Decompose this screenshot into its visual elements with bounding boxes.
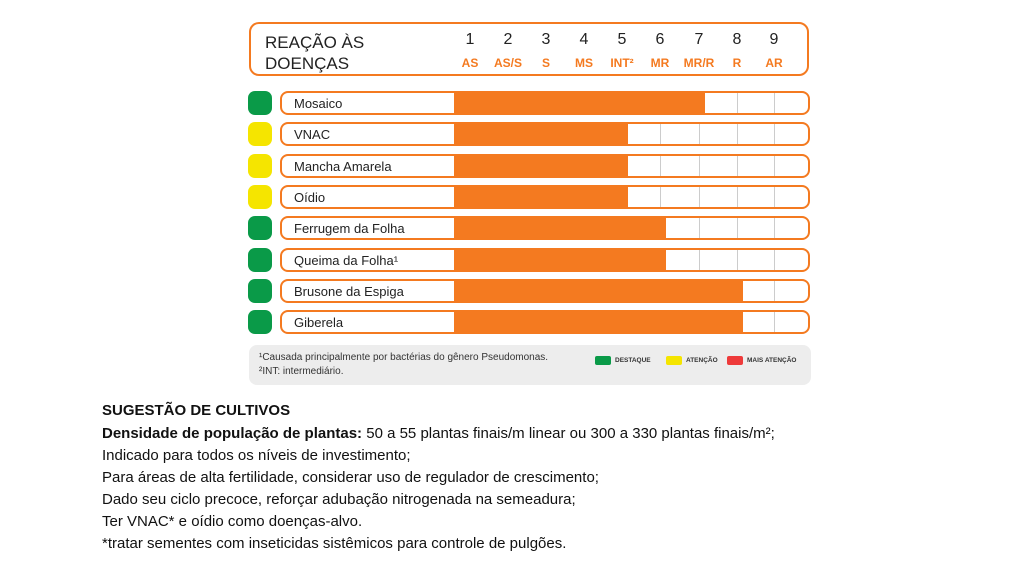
legend-swatch-destaque bbox=[595, 356, 611, 365]
gridline bbox=[699, 249, 700, 270]
legend-swatch-atencao bbox=[666, 356, 682, 365]
scale-number: 2 bbox=[503, 31, 513, 48]
disease-row: Brusone da Espiga bbox=[280, 278, 810, 303]
status-dot bbox=[248, 153, 272, 178]
scale-number: 1 bbox=[465, 31, 475, 48]
scale-class: AS bbox=[461, 56, 479, 70]
legend-label-destaque: DESTAQUE bbox=[615, 357, 651, 364]
disease-label: Ferrugem da Folha bbox=[294, 221, 405, 237]
status-dot bbox=[248, 310, 272, 335]
bar bbox=[454, 155, 628, 176]
scale-number: 6 bbox=[655, 31, 665, 48]
disease-label: VNAC bbox=[294, 127, 331, 143]
gridline bbox=[774, 280, 775, 301]
gridline bbox=[774, 218, 775, 239]
disease-row: VNAC bbox=[280, 122, 810, 147]
legend-label-mais-atencao: MAIS ATENÇÃO bbox=[747, 357, 797, 364]
scale-class: S bbox=[541, 56, 550, 70]
status-dot bbox=[248, 247, 272, 272]
gridline bbox=[737, 155, 738, 176]
bar bbox=[454, 186, 628, 207]
gridline bbox=[660, 186, 661, 207]
status-dot bbox=[248, 122, 272, 147]
scale-number: 9 bbox=[769, 31, 779, 48]
disease-row: Giberela bbox=[280, 310, 810, 335]
section-heading: SUGESTÃO DE CULTIVOS bbox=[102, 402, 291, 419]
bar bbox=[454, 249, 666, 270]
scale-class: MR bbox=[650, 56, 670, 70]
gridline bbox=[737, 124, 738, 145]
legend-swatch-mais-atencao bbox=[727, 356, 743, 365]
gridline bbox=[774, 186, 775, 207]
status-dot bbox=[248, 184, 272, 209]
gridline bbox=[737, 249, 738, 270]
gridline bbox=[699, 155, 700, 176]
bar bbox=[454, 312, 743, 333]
gridline bbox=[699, 124, 700, 145]
scale-class: MS bbox=[575, 56, 593, 70]
disease-row: Ferrugem da Folha bbox=[280, 216, 810, 241]
disease-row: Queima da Folha¹ bbox=[280, 247, 810, 272]
scale-class: INT² bbox=[610, 56, 634, 70]
bar bbox=[454, 93, 705, 113]
disease-label: Giberela bbox=[294, 315, 344, 331]
disease-row: Oídio bbox=[280, 184, 810, 209]
disease-label: Mosaico bbox=[294, 96, 343, 111]
scale-class: R bbox=[732, 56, 742, 70]
gridline bbox=[774, 312, 775, 333]
scale-number: 5 bbox=[617, 31, 627, 48]
scale-class: AR bbox=[765, 56, 783, 70]
disease-label: Oídio bbox=[294, 189, 326, 205]
gridline bbox=[737, 218, 738, 239]
footnote-2: ²INT: intermediário. bbox=[259, 366, 344, 377]
text-line: Para áreas de alta fertilidade, consider… bbox=[102, 469, 599, 486]
footnote-box: ¹Causada principalmente por bactérias do… bbox=[249, 345, 811, 385]
text-line: Indicado para todos os níveis de investi… bbox=[102, 447, 411, 464]
gridline bbox=[774, 155, 775, 176]
text-line: Dado seu ciclo precoce, reforçar adubaçã… bbox=[102, 491, 576, 508]
scale-number: 4 bbox=[579, 31, 589, 48]
footnote-1: ¹Causada principalmente por bactérias do… bbox=[259, 352, 549, 363]
gridline bbox=[737, 93, 738, 113]
gridline bbox=[737, 186, 738, 207]
status-dot bbox=[248, 278, 272, 303]
status-dot bbox=[248, 91, 272, 115]
disease-row: Mancha Amarela bbox=[280, 153, 810, 178]
gridline bbox=[774, 249, 775, 270]
disease-label: Queima da Folha¹ bbox=[294, 252, 399, 268]
text-line: Ter VNAC* e oídio como doenças-alvo. bbox=[102, 513, 363, 530]
bar bbox=[454, 218, 666, 239]
disease-label: Mancha Amarela bbox=[294, 158, 392, 174]
gridline bbox=[699, 186, 700, 207]
chart-header: REAÇÃO ÀS DOENÇAS 1 AS 2 AS/S 3 S 4 MS 5 INT² 6 MR 7… bbox=[249, 22, 809, 76]
gridline bbox=[660, 124, 661, 145]
text-line: *tratar sementes com inseticidas sistêmi… bbox=[102, 535, 567, 552]
bar bbox=[454, 280, 743, 301]
scale-number: 7 bbox=[694, 31, 704, 48]
gridline bbox=[774, 93, 775, 113]
density-line: Densidade de população de plantas: 50 a … bbox=[102, 425, 775, 442]
bar bbox=[454, 124, 628, 145]
density-value: 50 a 55 plantas finais/m linear ou 300 a… bbox=[362, 425, 775, 442]
scale-number: 3 bbox=[541, 31, 551, 48]
legend-label-atencao: ATENÇÃO bbox=[686, 357, 718, 364]
status-dot bbox=[248, 216, 272, 241]
scale-number: 8 bbox=[732, 31, 742, 48]
gridline bbox=[699, 218, 700, 239]
density-label: Densidade de população de plantas: bbox=[102, 425, 363, 442]
gridline bbox=[660, 155, 661, 176]
scale-class: AS/S bbox=[493, 56, 522, 70]
disease-label: Brusone da Espiga bbox=[294, 283, 404, 299]
scale-class: MR/R bbox=[683, 56, 715, 70]
gridline bbox=[774, 124, 775, 145]
chart-title: REAÇÃO ÀS DOENÇAS bbox=[265, 33, 365, 73]
disease-row: Mosaico bbox=[280, 91, 810, 115]
